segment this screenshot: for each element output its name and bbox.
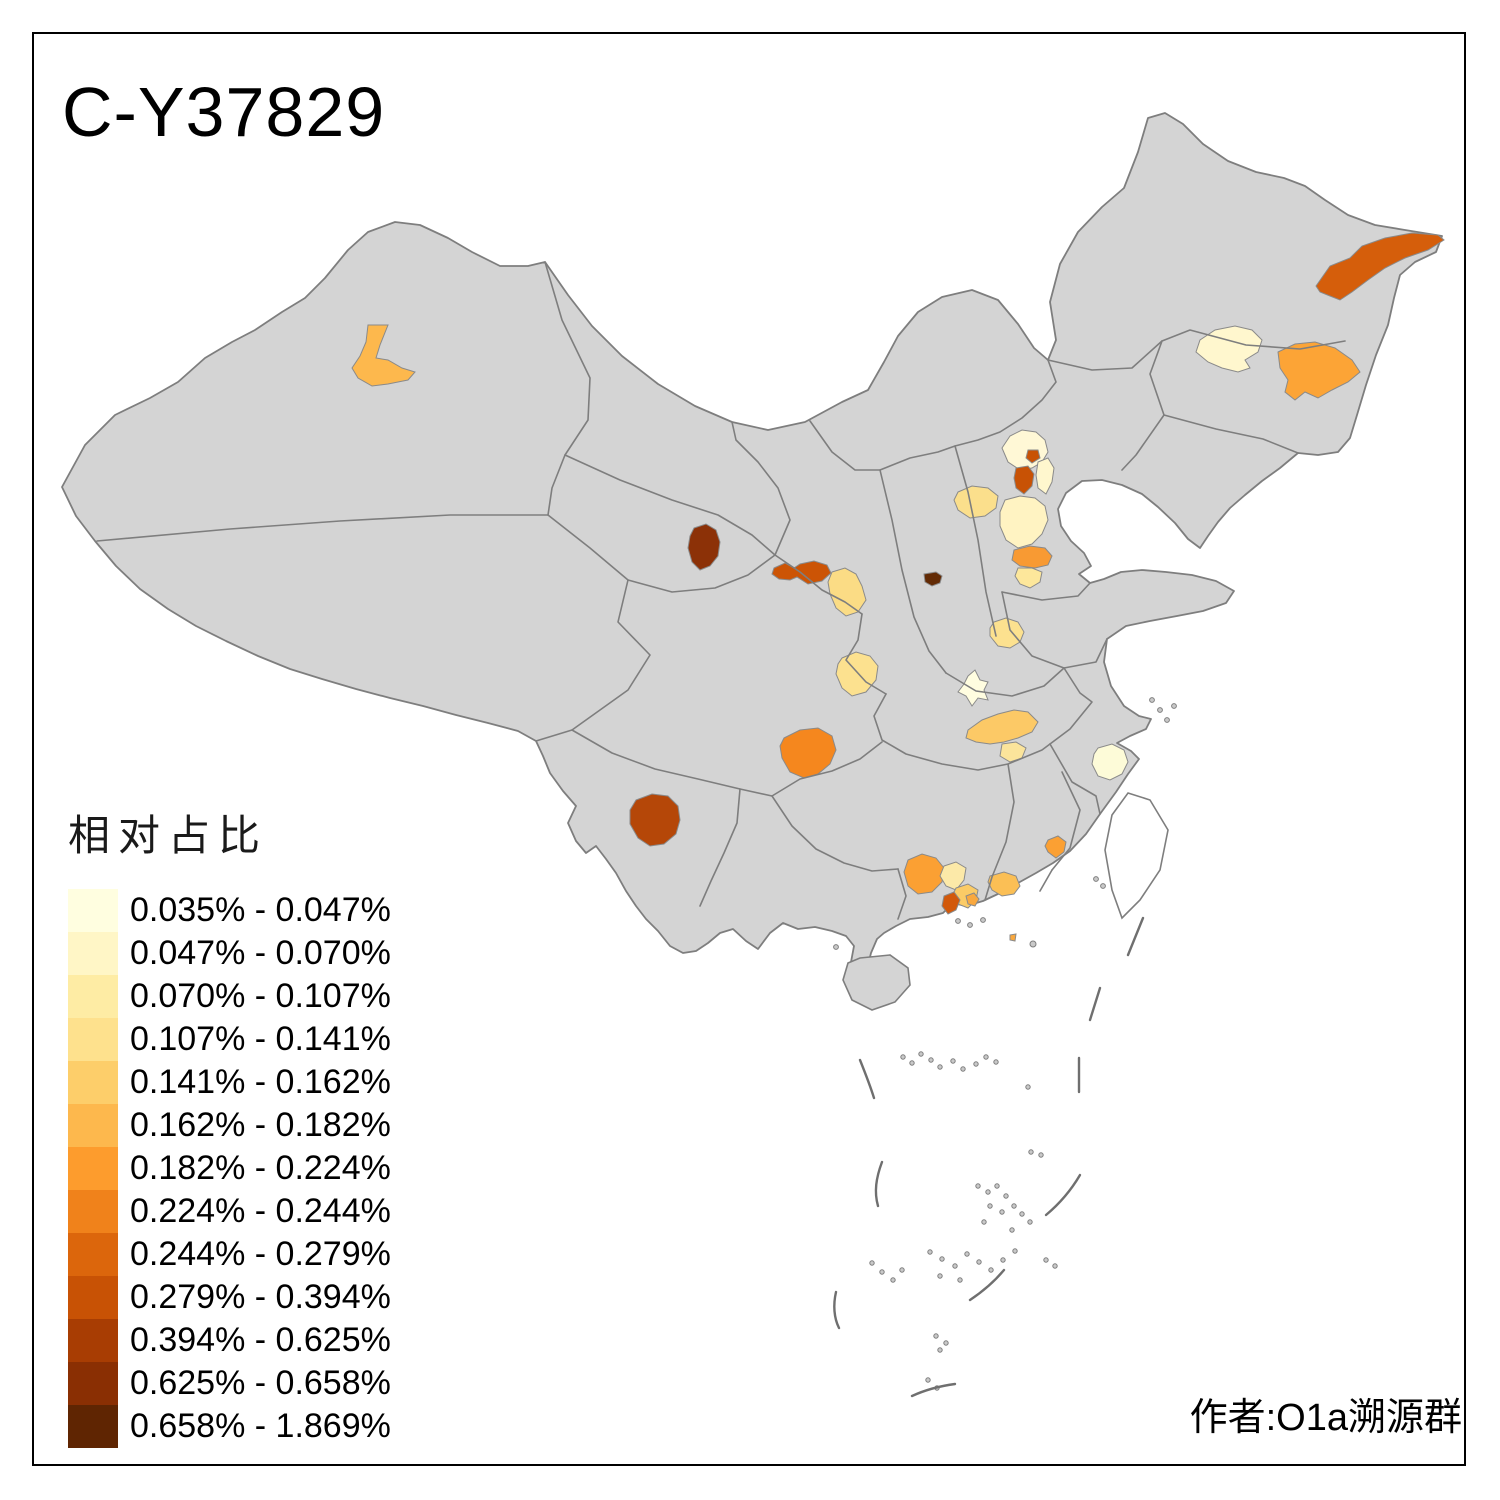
legend-row: 0.107% - 0.141%: [68, 1018, 391, 1061]
region-hubei-xiangyang: [957, 669, 989, 707]
region-guangdong-foshan: [939, 861, 967, 891]
region-beijing-southwest: [1013, 465, 1035, 495]
legend-row: 0.625% - 0.658%: [68, 1362, 391, 1405]
legend-row: 0.162% - 0.182%: [68, 1104, 391, 1147]
region-jilin-east: [1277, 341, 1361, 401]
legend-bin-label: 0.625% - 0.658%: [130, 1364, 391, 1402]
legend-row: 0.141% - 0.162%: [68, 1061, 391, 1104]
legend-swatch: [68, 975, 118, 1018]
legend-row: 0.182% - 0.224%: [68, 1147, 391, 1190]
region-guizhou-central: [779, 727, 837, 779]
legend-swatch: [68, 1190, 118, 1233]
legend-row: 0.224% - 0.244%: [68, 1190, 391, 1233]
region-heilongjiang-northeast: [1315, 232, 1445, 301]
region-hubei-wuhan: [965, 709, 1039, 745]
region-heilongjiang-central: [1195, 325, 1263, 373]
region-shaanxi-hanzhong: [835, 651, 879, 697]
taiwan-island: [1104, 792, 1169, 920]
region-pratas-island: [1009, 933, 1017, 942]
legend-bin-label: 0.182% - 0.224%: [130, 1149, 391, 1187]
region-hebei-central: [999, 495, 1049, 549]
legend-swatch: [68, 932, 118, 975]
legend-row: 0.035% - 0.047%: [68, 889, 391, 932]
legend-bin-label: 0.141% - 0.162%: [130, 1063, 391, 1101]
legend-swatch: [68, 1104, 118, 1147]
legend-row: 0.070% - 0.107%: [68, 975, 391, 1018]
legend-swatch: [68, 1061, 118, 1104]
region-yunnan-west: [629, 793, 681, 847]
attribution-text: 作者:O1a溯源群: [1189, 1397, 1462, 1439]
sea-dash-lines: [833, 916, 1145, 1398]
legend-swatch: [68, 1276, 118, 1319]
region-fujian-chaoshan: [1044, 835, 1067, 859]
region-henan-central: [989, 617, 1025, 649]
legend-row: 0.279% - 0.394%: [68, 1276, 391, 1319]
legend-bin-label: 0.047% - 0.070%: [130, 934, 391, 972]
legend-swatch: [68, 889, 118, 932]
legend-row: 0.658% - 1.869%: [68, 1405, 391, 1448]
legend-bin-label: 0.394% - 0.625%: [130, 1321, 391, 1359]
legend-swatch: [68, 1018, 118, 1061]
legend-swatch: [68, 1405, 118, 1448]
legend-row: 0.244% - 0.279%: [68, 1233, 391, 1276]
legend-title: 相对占比: [68, 812, 269, 859]
legend-bin-label: 0.244% - 0.279%: [130, 1235, 391, 1273]
legend-bin-label: 0.162% - 0.182%: [130, 1106, 391, 1144]
region-guangdong-yangjiang: [941, 891, 961, 915]
region-qinghai-east: [687, 523, 721, 571]
small-islands: [833, 697, 1177, 1391]
region-hebei-south-orange: [1011, 545, 1053, 569]
legend-bin-label: 0.035% - 0.047%: [130, 891, 391, 929]
legend-bin-label: 0.279% - 0.394%: [130, 1278, 391, 1316]
legend-row: 0.394% - 0.625%: [68, 1319, 391, 1362]
legend-bin-label: 0.224% - 0.244%: [130, 1192, 391, 1230]
region-shanxi-north: [953, 485, 999, 519]
legend-swatch: [68, 1362, 118, 1405]
province-boundaries: [96, 261, 1346, 920]
legend: 相对占比 0.035% - 0.047% 0.047% - 0.070% 0.0…: [68, 802, 391, 1448]
region-guangdong-zhuhai: [965, 892, 980, 907]
region-beijing-core: [1025, 449, 1041, 464]
region-tianjin-langfang: [1035, 457, 1055, 495]
legend-row: 0.047% - 0.070%: [68, 932, 391, 975]
map-title: C-Y37829: [62, 73, 386, 151]
legend-bin-label: 0.070% - 0.107%: [130, 977, 391, 1015]
legend-bin-label: 0.107% - 0.141%: [130, 1020, 391, 1058]
legend-swatch: [68, 1233, 118, 1276]
region-hebei-south-pale: [1014, 567, 1043, 589]
region-guangxi-east: [903, 853, 945, 895]
region-xinjiang-urumqi: [351, 324, 416, 387]
hainan-island: [842, 954, 911, 1011]
highlighted-regions: [351, 232, 1445, 942]
legend-swatch: [68, 1147, 118, 1190]
region-shanxi-southwest-dark: [923, 571, 943, 587]
legend-bin-label: 0.658% - 1.869%: [130, 1407, 391, 1445]
region-zhejiang-coastal: [1091, 743, 1129, 781]
legend-swatch: [68, 1319, 118, 1362]
